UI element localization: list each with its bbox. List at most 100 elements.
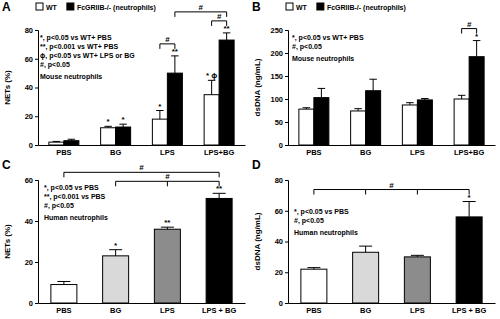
bracket-label: # <box>217 12 222 21</box>
y-tick-mark <box>35 88 38 89</box>
error-cap <box>359 246 372 247</box>
error-bar <box>369 79 377 91</box>
significance-bracket <box>116 181 220 186</box>
error-stem <box>476 41 477 57</box>
y-tick-mark <box>285 76 288 77</box>
error-bar <box>411 255 424 257</box>
x-tick: PBS <box>306 145 321 157</box>
x-tick-label: PBS <box>306 148 321 157</box>
error-cap <box>307 267 320 268</box>
error-stem <box>365 246 366 252</box>
y-tick: 80 <box>25 26 38 35</box>
error-bar <box>213 193 226 198</box>
bar <box>469 57 484 145</box>
y-tick: 20 <box>275 268 288 277</box>
y-tick-mark <box>35 30 38 31</box>
bar <box>351 111 366 145</box>
bracket-drop <box>211 21 212 26</box>
y-tick-mark <box>285 180 288 181</box>
y-axis: 0204060 <box>25 176 39 308</box>
x-tick: LPS + BG <box>452 303 487 315</box>
legend-swatch <box>317 3 324 10</box>
bar <box>456 217 482 303</box>
x-tick: LPS <box>410 303 425 315</box>
significance-bracket <box>175 12 227 17</box>
error-bar <box>421 99 429 100</box>
annotation: #, p<0.05 <box>294 217 324 225</box>
bar <box>301 269 327 303</box>
bar <box>116 127 131 145</box>
bracket-drop <box>159 44 160 49</box>
error-stem <box>115 250 116 256</box>
bar <box>51 285 77 303</box>
axis-line <box>39 303 246 304</box>
legend-label: WT <box>296 4 308 11</box>
bar <box>402 105 417 145</box>
y-tick-label: 100 <box>270 95 283 104</box>
legend-label: FcGRIIB-/- (neutrophils) <box>77 4 156 12</box>
significance-label: ** <box>164 218 171 227</box>
y-tick-mark <box>285 99 288 100</box>
y-tick: 250 <box>270 26 288 35</box>
x-tick-label: LPS <box>410 148 425 157</box>
y-tick-label: 40 <box>275 237 283 246</box>
bar <box>454 99 469 145</box>
error-cap <box>421 98 429 99</box>
bracket-drop <box>174 12 175 17</box>
error-bar <box>458 95 466 99</box>
y-tick-label: 200 <box>270 49 283 58</box>
error-cap <box>53 141 61 142</box>
annotation: #, p<0.05 <box>44 202 74 210</box>
y-tick-label: 50 <box>275 118 283 127</box>
bracket-drop <box>226 12 227 17</box>
error-bar <box>354 109 362 111</box>
annotation: **, p<0.001 vs WT+ PBS <box>40 43 119 51</box>
y-tick-label: 0 <box>279 299 283 308</box>
error-bar <box>119 124 127 127</box>
significance-label: * <box>114 241 118 250</box>
x-axis: PBSBGLPSLPS+BG <box>39 145 246 157</box>
legend-swatch <box>67 3 74 10</box>
y-tick-label: 60 <box>25 55 33 64</box>
plot-area <box>51 193 232 303</box>
x-tick: BG <box>360 303 371 315</box>
x-tick-label: LPS <box>160 306 175 315</box>
x-tick-label: LPS <box>160 148 175 157</box>
annotation: **, p<0.001 vs PBS <box>44 193 106 201</box>
error-bar <box>303 108 311 109</box>
significance-bracket <box>462 29 477 34</box>
x-tick-label: BG <box>360 306 371 315</box>
axis-line <box>285 31 289 146</box>
annotation: Mouse neutrophils <box>40 73 102 81</box>
error-cap <box>369 79 377 80</box>
error-stem <box>159 111 160 120</box>
error-stem <box>461 95 462 99</box>
bracket-drop <box>476 29 477 34</box>
y-tick: 40 <box>25 83 38 92</box>
y-tick: 40 <box>275 237 288 246</box>
x-tick-label: BG <box>110 306 121 315</box>
bar <box>167 73 182 145</box>
error-stem <box>174 56 175 73</box>
bar <box>152 119 167 145</box>
x-axis: PBS BG LPS LPS + BG <box>289 303 496 315</box>
error-cap <box>411 255 424 256</box>
bracket-label: # <box>165 35 170 44</box>
x-tick-label: PBS <box>306 306 321 315</box>
panel: ANETs (%)*** ϕ*****020406080PBSBGLPSLPS+… <box>2 0 246 157</box>
panel: CNETs (%)*****0204060PBSBGLPSLPS + BG*, … <box>2 158 246 315</box>
bar <box>366 91 381 145</box>
y-tick-label: 150 <box>270 72 283 81</box>
y-tick-mark <box>35 221 38 222</box>
bracket-drop <box>226 21 227 26</box>
panel-letter: C <box>2 158 11 172</box>
significance-label: * <box>158 102 162 111</box>
axis-line <box>289 303 496 304</box>
bracket-label: # <box>139 163 144 172</box>
legend-label: FcGRIIB-/- (neutrophils) <box>327 4 406 12</box>
y-tick-label: 80 <box>275 176 283 185</box>
axis-line <box>289 145 496 146</box>
significance-bracket <box>314 190 469 195</box>
x-tick-label: LPS <box>410 306 425 315</box>
x-tick: BG <box>110 145 121 157</box>
